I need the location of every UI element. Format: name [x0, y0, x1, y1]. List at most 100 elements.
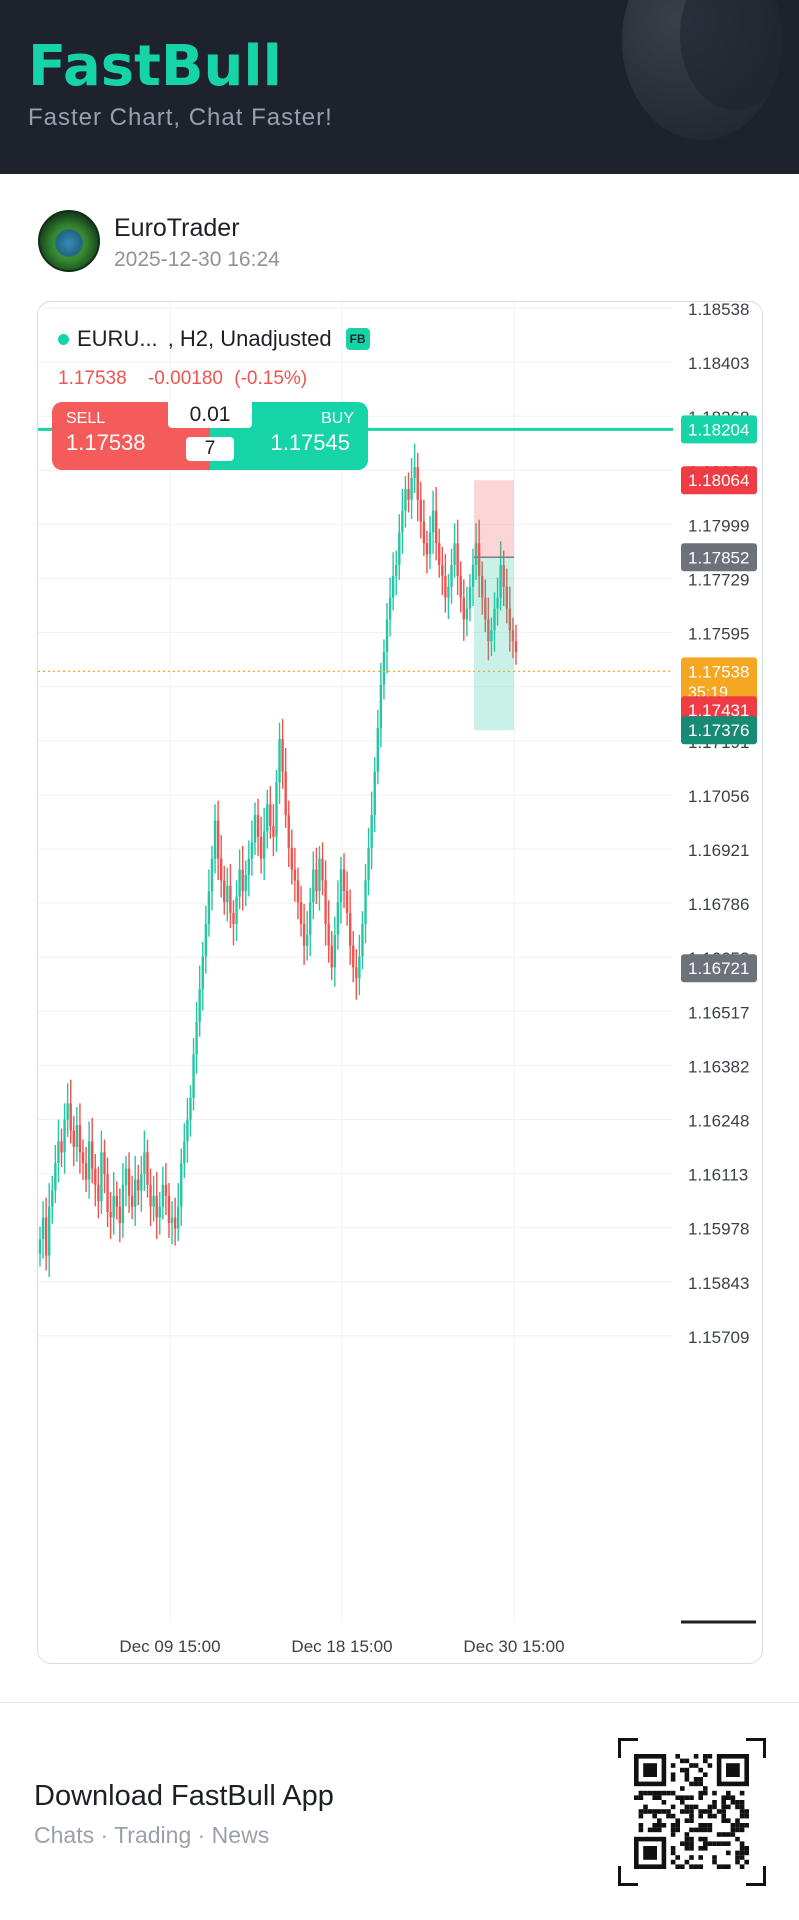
- qr-module: [657, 1795, 662, 1800]
- candle-body: [91, 1141, 94, 1169]
- price-label-text: 1.18204: [688, 420, 749, 439]
- candle-body: [302, 923, 306, 946]
- candle-body: [223, 880, 226, 903]
- qr-module: [675, 1754, 680, 1759]
- candle-body: [468, 586, 472, 609]
- qr-module: [684, 1767, 690, 1773]
- qr-module: [698, 1846, 703, 1851]
- qr-frame-corner: [763, 1866, 766, 1886]
- qr-module: [698, 1864, 703, 1869]
- buy-label: BUY: [321, 410, 354, 427]
- qr-module: [698, 1777, 703, 1782]
- candle-body: [352, 945, 355, 968]
- candle-body: [118, 1206, 122, 1223]
- candle-body: [213, 820, 217, 859]
- qr-module: [670, 1859, 676, 1865]
- qr-module: [739, 1813, 745, 1819]
- candle-body: [330, 945, 333, 968]
- qr-module: [707, 1827, 713, 1833]
- qr-module: [684, 1841, 690, 1846]
- qr-module: [703, 1809, 708, 1814]
- price-label-tag: [681, 415, 757, 444]
- qr-module: [730, 1832, 736, 1837]
- download-title[interactable]: Download FastBull App: [34, 1780, 334, 1812]
- candle-body: [72, 1130, 75, 1147]
- candle-body: [364, 880, 367, 924]
- avatar[interactable]: [38, 210, 100, 272]
- candle-body: [416, 467, 419, 500]
- qr-module: [638, 1823, 644, 1828]
- chart-legend[interactable]: EURU... , H2, Unadjusted FB: [58, 326, 370, 352]
- candle-body: [333, 934, 337, 968]
- leverage-input[interactable]: 7: [186, 437, 234, 461]
- author-name[interactable]: EuroTrader: [114, 214, 240, 242]
- price-label-text: 1.17852: [688, 548, 749, 567]
- qr-module: [689, 1813, 694, 1819]
- qr-module: [670, 1772, 676, 1777]
- qr-module: [739, 1855, 745, 1860]
- candle-body: [149, 1184, 152, 1207]
- qr-module: [661, 1800, 667, 1805]
- candle-body: [450, 565, 453, 587]
- qr-finder: [643, 1846, 657, 1860]
- candle-body: [210, 858, 214, 892]
- price-chart[interactable]: 1.185381.184031.182681.181341.179991.177…: [38, 302, 763, 1664]
- qr-module: [689, 1836, 694, 1842]
- qr-module: [680, 1767, 685, 1773]
- qr-module: [703, 1823, 708, 1828]
- candle-body: [358, 956, 361, 979]
- take-profit-zone: [474, 557, 514, 731]
- candle-body: [419, 499, 422, 522]
- price-label-tag: [681, 466, 757, 495]
- candle-body: [293, 869, 297, 881]
- qr-module: [721, 1800, 726, 1805]
- candle-body: [342, 869, 346, 892]
- candle-body: [272, 826, 275, 837]
- qr-module: [657, 1809, 662, 1814]
- quantity-input[interactable]: 0.01: [168, 402, 252, 428]
- price-label-tag: [681, 543, 757, 572]
- qr-module: [716, 1864, 722, 1869]
- candle-body: [229, 885, 232, 914]
- candle-body: [487, 619, 490, 642]
- qr-module: [689, 1846, 694, 1851]
- sell-label: SELL: [66, 410, 106, 427]
- footer-divider: [0, 1702, 799, 1703]
- candle-body: [87, 1141, 91, 1180]
- candle-body: [44, 1217, 48, 1256]
- candle-body: [336, 902, 340, 935]
- qr-module: [684, 1809, 690, 1814]
- qr-module: [652, 1827, 657, 1833]
- candle-body: [198, 989, 201, 1022]
- candle-body: [186, 1119, 189, 1142]
- price-change-pct: (-0.15%): [234, 368, 308, 389]
- candle-body: [321, 858, 324, 881]
- qr-module: [657, 1823, 662, 1828]
- qr-module: [666, 1813, 671, 1819]
- candle-body: [41, 1217, 45, 1240]
- download-subtitle: Chats · Trading · News: [34, 1822, 270, 1848]
- candle-body: [112, 1195, 115, 1218]
- candle-body: [84, 1163, 88, 1180]
- qr-module: [744, 1859, 749, 1865]
- candle-body: [109, 1212, 112, 1218]
- qr-module: [670, 1850, 676, 1856]
- chart-card[interactable]: 1.185381.184031.182681.181341.179991.177…: [37, 301, 763, 1664]
- qr-code-icon[interactable]: [618, 1738, 766, 1886]
- candle-body: [173, 1217, 177, 1229]
- qr-module: [726, 1795, 731, 1800]
- y-tick-label: 1.15843: [688, 1274, 749, 1293]
- chart-symbol[interactable]: EURU...: [77, 326, 158, 351]
- qr-module: [693, 1777, 699, 1782]
- candle-body: [462, 597, 465, 620]
- qr-module: [684, 1836, 690, 1842]
- qr-frame-corner: [746, 1738, 766, 1741]
- candle-body: [465, 608, 469, 620]
- candle-body: [493, 608, 496, 631]
- qr-module: [684, 1846, 690, 1851]
- candle-body: [127, 1168, 131, 1196]
- candle-body: [339, 869, 343, 903]
- qr-module: [661, 1809, 667, 1814]
- x-tick-label: Dec 18 15:00: [291, 1637, 392, 1656]
- price-label-text: 1.16721: [688, 959, 749, 978]
